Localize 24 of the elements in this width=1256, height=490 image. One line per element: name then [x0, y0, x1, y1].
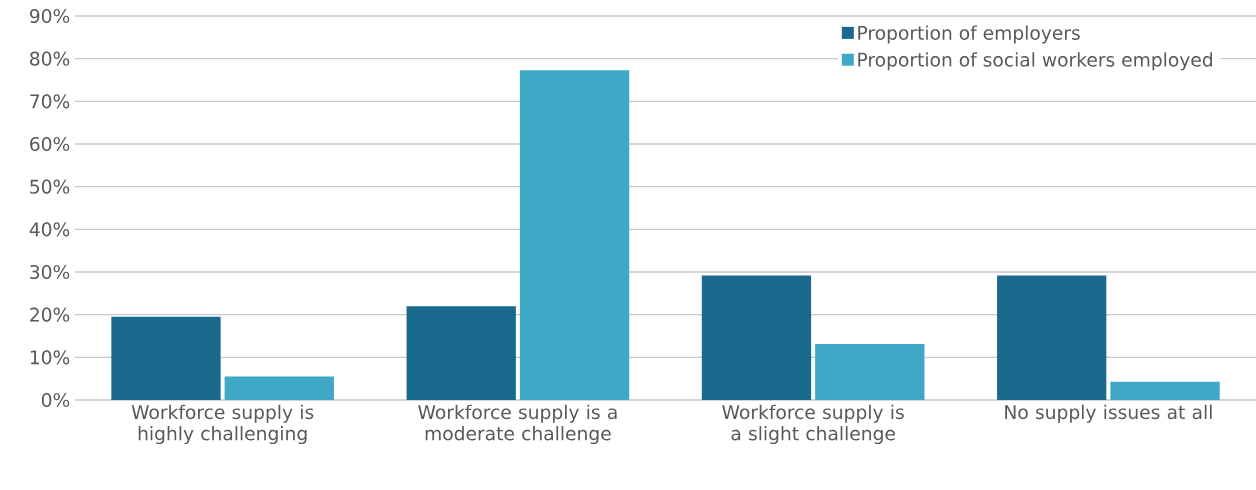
- x-tick-label: Workforce supply is a slight challenge: [722, 404, 904, 445]
- y-tick-label: 60%: [30, 136, 70, 152]
- x-tick-label: No supply issues at all: [1005, 404, 1212, 423]
- legend-label: Proportion of employers: [858, 25, 1080, 44]
- bar: [224, 376, 334, 400]
- y-tick-label: 70%: [30, 94, 70, 109]
- y-tick-label: 90%: [29, 8, 70, 24]
- y-tick-label: 50%: [30, 179, 70, 194]
- bar: [997, 275, 1107, 400]
- y-tick-label: 40%: [29, 222, 70, 237]
- bar: [701, 275, 812, 400]
- y-tick-label: 80%: [30, 51, 70, 66]
- bar: [111, 316, 221, 400]
- bar: [815, 344, 925, 400]
- bar: [1110, 381, 1220, 400]
- y-tick-label: 10%: [30, 350, 70, 365]
- legend-label: Proportion of social workers employed: [858, 52, 1212, 71]
- x-tick-label: Workforce supply is a moderate challenge: [418, 404, 617, 445]
- bar: [406, 306, 516, 400]
- bar: [519, 70, 630, 400]
- y-tick-label: 0%: [41, 392, 70, 408]
- y-tick-label: 20%: [30, 307, 70, 322]
- x-tick-label: Workforce supply is highly challenging: [131, 404, 314, 445]
- y-tick-label: 30%: [30, 264, 70, 280]
